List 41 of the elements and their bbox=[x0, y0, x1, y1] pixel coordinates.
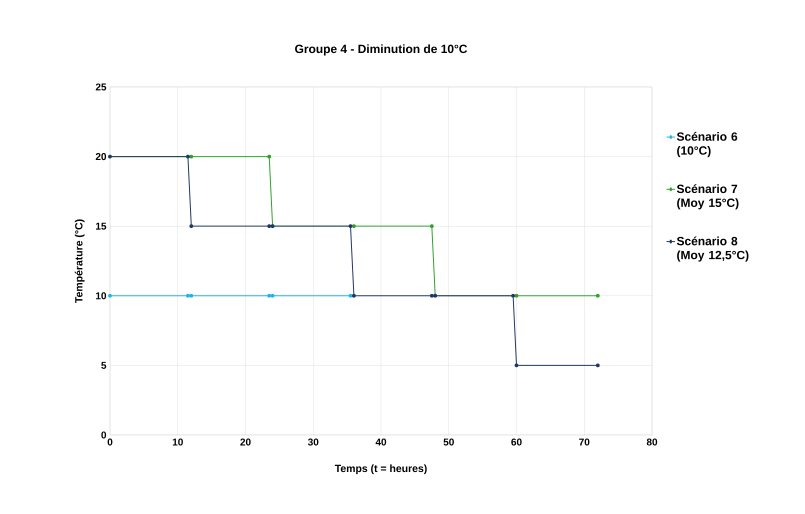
point bbox=[352, 224, 356, 228]
y-axis-title: Température (°C) bbox=[74, 219, 85, 303]
point bbox=[348, 294, 352, 298]
x-tick-label: 10 bbox=[172, 438, 183, 446]
y-tick-label: 25 bbox=[96, 83, 106, 91]
legend-label: Scénario 8 (Moy 12,5°C) bbox=[676, 236, 748, 262]
y-tick-label: 20 bbox=[96, 153, 106, 160]
point bbox=[596, 294, 600, 298]
point bbox=[189, 224, 194, 228]
point bbox=[267, 294, 272, 298]
legend-label: Scénario 6 (10°C) bbox=[676, 132, 738, 158]
point bbox=[270, 294, 275, 298]
x-tick-label: 20 bbox=[240, 438, 251, 446]
point bbox=[596, 363, 600, 368]
y-tick-label: 0 bbox=[101, 431, 106, 439]
x-tick-label: 40 bbox=[376, 438, 386, 446]
point bbox=[514, 294, 518, 298]
y-tick-label: 5 bbox=[101, 362, 106, 369]
point bbox=[189, 154, 194, 158]
y-tick-label: 10 bbox=[96, 292, 106, 300]
x-tick-label: 80 bbox=[646, 438, 658, 446]
point bbox=[189, 294, 194, 298]
point bbox=[267, 154, 272, 158]
x-tick-label: 60 bbox=[511, 438, 522, 446]
x-tick-label: 30 bbox=[308, 438, 318, 446]
point bbox=[511, 294, 516, 298]
legend-label: Scénario 7 (Moy 15°C) bbox=[676, 184, 739, 210]
point bbox=[186, 294, 190, 298]
point bbox=[348, 224, 352, 228]
point bbox=[514, 363, 518, 368]
point bbox=[108, 294, 112, 298]
point bbox=[430, 294, 434, 298]
x-tick-label: 70 bbox=[579, 438, 590, 446]
point bbox=[186, 154, 190, 158]
chart-title: Groupe 4 - Diminution de 10°C bbox=[295, 44, 468, 56]
x-tick-label: 50 bbox=[444, 438, 454, 446]
y-tick-label: 15 bbox=[96, 222, 106, 230]
point bbox=[267, 224, 272, 228]
x-axis-title: Temps (t = heures) bbox=[334, 464, 427, 474]
x-tick-label: 0 bbox=[108, 438, 112, 446]
point bbox=[430, 224, 434, 228]
